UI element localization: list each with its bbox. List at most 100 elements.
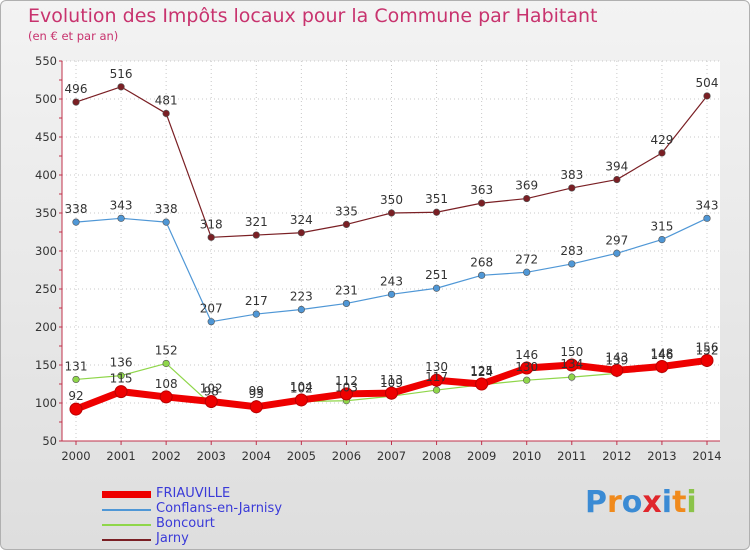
data-label: 156 (696, 340, 719, 354)
data-label: 207 (200, 302, 223, 316)
data-point (610, 363, 624, 377)
data-label: 343 (696, 198, 719, 212)
proxiti-logo[interactable]: Proxiti (585, 485, 697, 520)
logo-letter: P (585, 485, 607, 520)
data-label: 92 (68, 389, 83, 403)
y-tick-label: 300 (35, 244, 57, 258)
data-label: 318 (200, 217, 223, 231)
legend-label-jarny: Jarny (156, 531, 189, 546)
data-point (159, 390, 173, 404)
data-label: 338 (155, 202, 178, 216)
logo-letter: x (642, 485, 662, 520)
x-tick-label: 2001 (106, 449, 135, 463)
data-point (568, 260, 576, 268)
data-point (297, 229, 305, 237)
data-label: 231 (335, 283, 358, 297)
chart-subtitle: (en € et par an) (28, 29, 119, 43)
data-label: 125 (470, 364, 493, 378)
legend-label-conflans: Conflans-en-Jarnisy (156, 501, 283, 516)
y-tick-label: 400 (35, 168, 57, 182)
data-point (703, 214, 711, 222)
data-point (432, 208, 441, 216)
data-label: 109 (380, 376, 403, 390)
data-point (432, 284, 441, 292)
logo-letter: i (661, 485, 673, 520)
data-label: 429 (650, 133, 673, 147)
x-tick-label: 2009 (467, 449, 496, 463)
y-tick-label: 150 (35, 358, 57, 372)
legend-swatch-boncourt (102, 524, 151, 526)
logo-letter: r (607, 485, 622, 520)
data-point (294, 393, 308, 407)
y-tick-label: 450 (35, 130, 57, 144)
data-label: 251 (425, 268, 448, 282)
data-label: 139 (605, 353, 628, 367)
data-point (117, 83, 125, 91)
grid-layer (62, 60, 720, 442)
data-point (162, 109, 170, 118)
data-point (339, 387, 353, 401)
data-label: 150 (560, 345, 583, 359)
data-label: 152 (696, 343, 719, 357)
data-label: 108 (155, 377, 178, 391)
data-point (432, 386, 441, 394)
x-tick-label: 2014 (692, 449, 721, 463)
data-point (72, 218, 80, 226)
data-label: 297 (605, 233, 628, 247)
data-label: 268 (470, 255, 493, 269)
x-tick-label: 2003 (197, 449, 226, 463)
x-tick-label: 2013 (647, 449, 676, 463)
y-tick-label: 250 (35, 282, 57, 296)
data-label: 102 (290, 381, 313, 395)
data-label: 130 (515, 360, 538, 374)
legend-label-boncourt: Boncourt (156, 516, 215, 531)
data-point (655, 360, 669, 374)
data-point (297, 305, 305, 314)
data-point (523, 268, 531, 276)
data-label: 152 (155, 343, 178, 357)
data-point (117, 372, 125, 380)
data-point (117, 214, 125, 222)
data-label: 223 (290, 290, 313, 304)
data-label: 272 (515, 252, 538, 266)
data-label: 394 (605, 160, 628, 174)
logo-letter: i (686, 485, 697, 520)
data-label: 113 (380, 373, 403, 387)
data-label: 98 (204, 385, 219, 399)
data-point (162, 218, 170, 226)
data-label: 350 (380, 193, 403, 207)
data-point (613, 249, 621, 257)
data-point (207, 233, 215, 241)
data-label: 351 (425, 192, 448, 206)
data-label: 136 (110, 356, 133, 370)
data-point (387, 290, 396, 298)
data-point (700, 353, 714, 367)
x-tick-label: 2010 (512, 449, 541, 463)
x-tick-label: 2005 (287, 449, 316, 463)
data-point (207, 318, 215, 326)
data-label: 131 (65, 359, 88, 373)
data-point (114, 385, 128, 399)
chart-title: Evolution des Impôts locaux pour la Comm… (28, 5, 598, 27)
data-point (72, 375, 80, 384)
data-point (385, 386, 398, 400)
data-label: 369 (515, 179, 538, 193)
data-point (430, 373, 444, 387)
data-point (252, 231, 260, 239)
series-layer (69, 83, 714, 416)
data-label: 243 (380, 274, 403, 288)
data-label: 103 (335, 381, 358, 395)
x-tick-label: 2000 (61, 449, 90, 463)
data-label: 516 (110, 67, 133, 81)
data-point (342, 220, 351, 228)
label-layer: 496 516 481 318 321 324 335 350 351 363 369 383 394 4… (65, 67, 719, 403)
data-label: 124 (470, 365, 493, 379)
data-label: 130 (425, 360, 448, 374)
data-label: 504 (696, 76, 719, 90)
x-tick-label: 2011 (557, 449, 586, 463)
data-label: 363 (470, 183, 493, 197)
legend-label-friauville: FRIAUVILLE (156, 486, 231, 501)
legend-swatch-conflans (102, 509, 151, 511)
data-point (568, 373, 576, 381)
data-label: 217 (245, 294, 268, 308)
